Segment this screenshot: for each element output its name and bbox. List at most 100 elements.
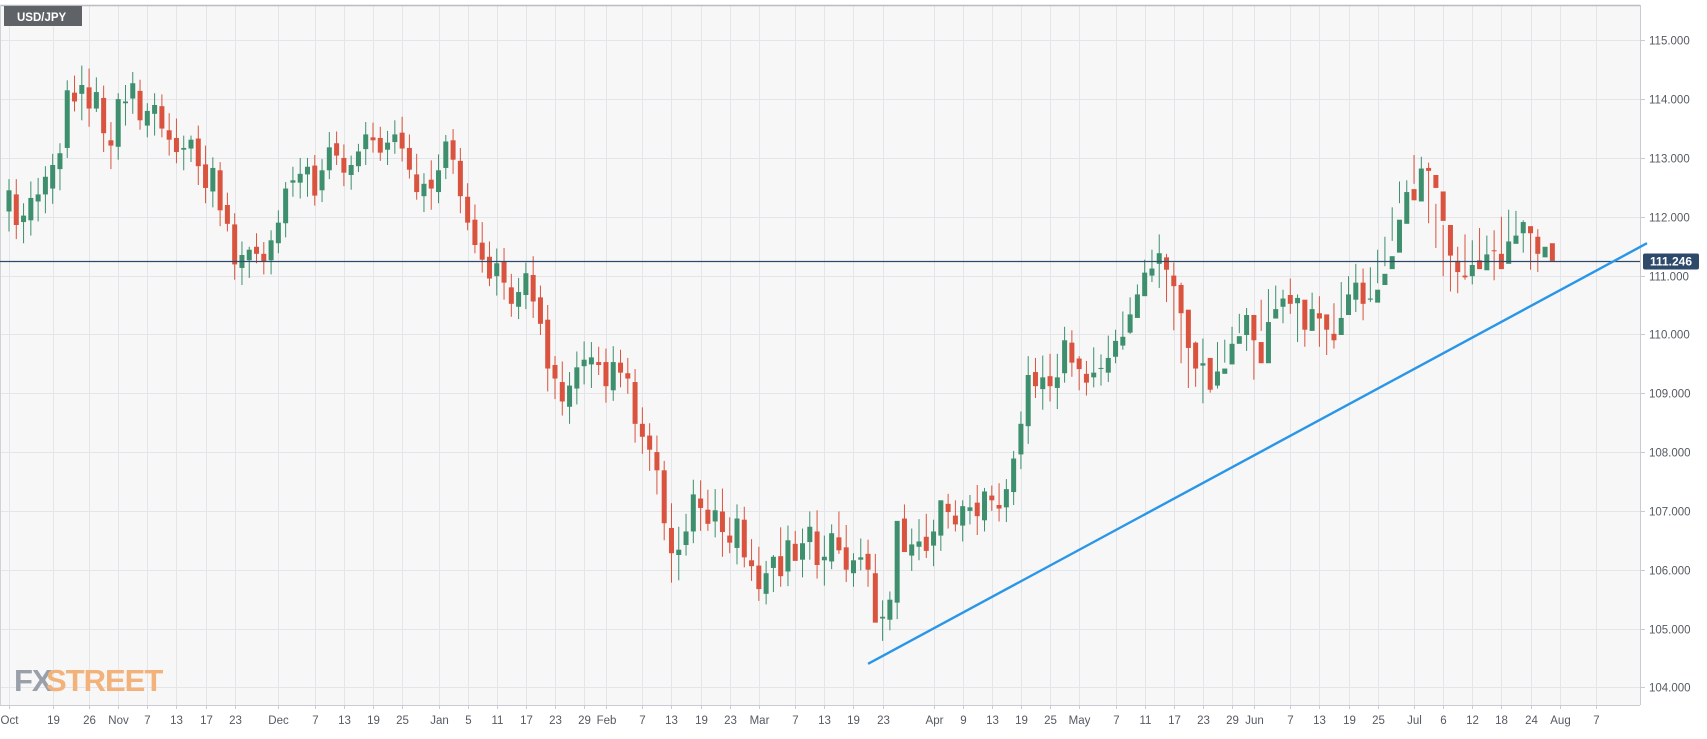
candle-body bbox=[1105, 357, 1111, 373]
candle-body bbox=[122, 101, 128, 104]
candle-body bbox=[1346, 294, 1352, 315]
candle bbox=[1324, 314, 1330, 355]
candle-body bbox=[1171, 275, 1177, 287]
candle bbox=[21, 203, 27, 244]
candle-body bbox=[1032, 372, 1038, 387]
candle-body bbox=[1484, 254, 1490, 271]
candle-body bbox=[778, 556, 784, 577]
candle-body bbox=[195, 138, 201, 167]
candle bbox=[618, 349, 624, 388]
candle bbox=[1142, 259, 1148, 297]
x-tick-label: 19 bbox=[47, 715, 60, 727]
candle-body bbox=[508, 287, 514, 304]
candle-body bbox=[1528, 226, 1534, 234]
x-tick-label: 7 bbox=[144, 715, 150, 727]
candle-body bbox=[326, 147, 332, 171]
candle-body bbox=[1396, 219, 1402, 253]
candle bbox=[523, 262, 529, 310]
candle-body bbox=[6, 190, 12, 212]
candle bbox=[639, 407, 645, 454]
candle-body bbox=[472, 219, 478, 245]
candle bbox=[1375, 249, 1381, 303]
y-tick-label: 108.000 bbox=[1649, 448, 1691, 460]
candle bbox=[567, 372, 573, 424]
candle bbox=[1440, 191, 1446, 277]
candle-body bbox=[1426, 167, 1432, 171]
candle-body bbox=[749, 560, 755, 567]
candle bbox=[931, 519, 937, 567]
x-tick-label: 25 bbox=[396, 715, 409, 727]
candle bbox=[261, 242, 267, 275]
candle bbox=[996, 483, 1002, 522]
symbol-tab-bg bbox=[4, 6, 82, 26]
candle bbox=[938, 500, 944, 551]
x-tick-label: 19 bbox=[1343, 715, 1356, 727]
candle bbox=[1316, 296, 1322, 347]
candle bbox=[1535, 229, 1541, 273]
candle bbox=[778, 527, 784, 587]
candle bbox=[35, 177, 41, 222]
candle-body bbox=[683, 531, 689, 545]
candle bbox=[1346, 276, 1352, 315]
x-tick-label: 13 bbox=[170, 715, 183, 727]
candle bbox=[1236, 313, 1242, 344]
candle-body bbox=[370, 137, 376, 141]
candle-body bbox=[698, 498, 704, 508]
candle-body bbox=[210, 167, 216, 192]
x-tick-label: 7 bbox=[1287, 715, 1293, 727]
candle-body bbox=[1287, 295, 1293, 304]
candle bbox=[1062, 326, 1068, 383]
x-tick-label: 25 bbox=[1044, 715, 1057, 727]
candle bbox=[960, 500, 966, 542]
x-tick-label: 23 bbox=[1197, 715, 1210, 727]
candle-body bbox=[93, 92, 99, 109]
candle bbox=[668, 503, 674, 583]
candle-body bbox=[1455, 260, 1461, 273]
candle-body bbox=[42, 176, 48, 195]
candle bbox=[64, 80, 70, 158]
x-tick-label: 29 bbox=[578, 715, 591, 727]
candle bbox=[610, 346, 616, 401]
candle-body bbox=[1411, 189, 1417, 201]
candle bbox=[1040, 355, 1046, 410]
candle bbox=[603, 348, 609, 403]
candle bbox=[596, 346, 602, 375]
candle-body bbox=[814, 531, 820, 565]
y-tick-label: 104.000 bbox=[1649, 683, 1691, 695]
x-tick-label: 13 bbox=[818, 715, 831, 727]
candle-body bbox=[261, 253, 267, 262]
candle-body bbox=[254, 246, 260, 254]
candle-body bbox=[1469, 265, 1475, 277]
candle-body bbox=[1083, 373, 1089, 383]
candle bbox=[1287, 278, 1293, 314]
candle-body bbox=[1222, 368, 1228, 374]
candle bbox=[1506, 209, 1512, 264]
candle bbox=[683, 513, 689, 556]
candle bbox=[1229, 326, 1235, 365]
candle bbox=[982, 487, 988, 532]
x-tick-label: 23 bbox=[549, 715, 562, 727]
candle bbox=[1011, 450, 1017, 505]
candle-body bbox=[792, 543, 798, 561]
x-tick-label: Jul bbox=[1407, 715, 1422, 727]
candle bbox=[188, 135, 194, 163]
candle bbox=[1258, 299, 1264, 364]
candle bbox=[800, 528, 806, 578]
candle bbox=[1098, 354, 1104, 386]
candle-body bbox=[734, 518, 740, 548]
candle bbox=[719, 488, 725, 557]
candle-body bbox=[654, 452, 660, 471]
candle-body bbox=[297, 173, 303, 183]
watermark-street: STREET bbox=[46, 663, 163, 698]
candle-body bbox=[377, 137, 383, 153]
candle-body bbox=[35, 194, 41, 202]
candle bbox=[1083, 360, 1089, 396]
x-tick-label: 11 bbox=[492, 715, 504, 727]
x-tick-label: Feb bbox=[597, 715, 617, 727]
candle-body bbox=[436, 170, 442, 193]
candle bbox=[115, 93, 121, 160]
candle-body bbox=[363, 134, 369, 150]
candle-body bbox=[1367, 298, 1373, 300]
candle-body bbox=[275, 222, 281, 244]
